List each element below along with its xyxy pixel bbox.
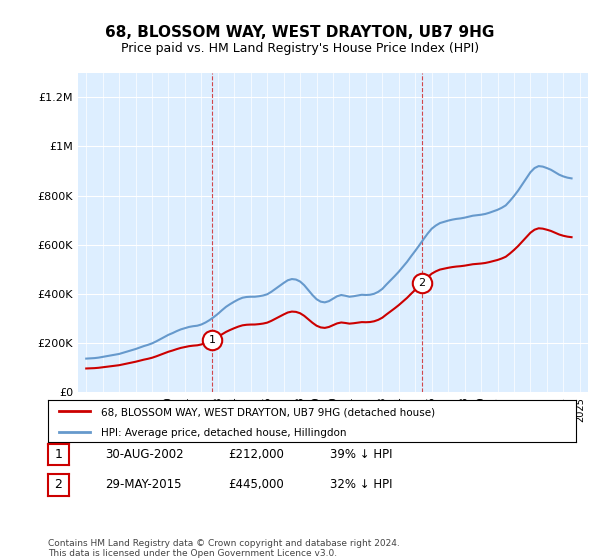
Text: £445,000: £445,000 xyxy=(228,478,284,492)
Text: 32% ↓ HPI: 32% ↓ HPI xyxy=(330,478,392,492)
Text: 1: 1 xyxy=(55,447,62,461)
Text: 68, BLOSSOM WAY, WEST DRAYTON, UB7 9HG: 68, BLOSSOM WAY, WEST DRAYTON, UB7 9HG xyxy=(106,25,494,40)
Text: 1: 1 xyxy=(209,335,216,345)
Text: 29-MAY-2015: 29-MAY-2015 xyxy=(105,478,182,492)
Text: HPI: Average price, detached house, Hillingdon: HPI: Average price, detached house, Hill… xyxy=(101,428,346,438)
Text: Price paid vs. HM Land Registry's House Price Index (HPI): Price paid vs. HM Land Registry's House … xyxy=(121,42,479,55)
Text: 39% ↓ HPI: 39% ↓ HPI xyxy=(330,447,392,461)
Text: 2: 2 xyxy=(55,478,62,492)
Text: 30-AUG-2002: 30-AUG-2002 xyxy=(105,447,184,461)
Text: 68, BLOSSOM WAY, WEST DRAYTON, UB7 9HG (detached house): 68, BLOSSOM WAY, WEST DRAYTON, UB7 9HG (… xyxy=(101,407,435,417)
Text: 2: 2 xyxy=(419,278,425,288)
Text: £212,000: £212,000 xyxy=(228,447,284,461)
Text: Contains HM Land Registry data © Crown copyright and database right 2024.
This d: Contains HM Land Registry data © Crown c… xyxy=(48,539,400,558)
